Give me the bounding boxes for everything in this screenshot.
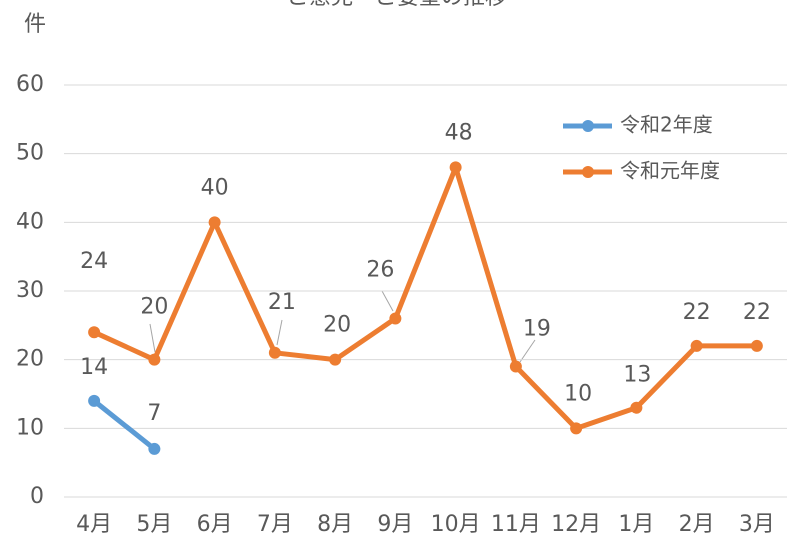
x-tick-label: 2月 bbox=[679, 512, 715, 537]
y-tick-label: 30 bbox=[16, 278, 44, 303]
data-point bbox=[570, 422, 583, 435]
x-tick-label: 6月 bbox=[197, 512, 233, 537]
data-label: 10 bbox=[564, 381, 592, 406]
y-tick-label: 10 bbox=[16, 415, 44, 440]
data-label: 24 bbox=[80, 249, 108, 274]
x-tick-label: 8月 bbox=[317, 512, 353, 537]
data-label: 7 bbox=[147, 401, 161, 426]
leader-line bbox=[276, 319, 283, 346]
data-point bbox=[148, 442, 161, 455]
leader-line bbox=[519, 339, 536, 363]
data-point bbox=[148, 353, 161, 366]
legend-label: 令和元年度 bbox=[620, 159, 720, 183]
data-point bbox=[88, 394, 101, 407]
chart-title: ご意見・ご要望の推移 bbox=[287, 0, 507, 10]
data-label: 48 bbox=[445, 120, 473, 145]
y-axis-label: 件 bbox=[24, 12, 46, 37]
x-tick-label: 10月 bbox=[431, 512, 481, 537]
leader-line bbox=[381, 290, 394, 312]
x-tick-label: 11月 bbox=[491, 512, 541, 537]
y-tick-label: 50 bbox=[16, 141, 44, 166]
data-point bbox=[750, 339, 763, 352]
series-line bbox=[92, 398, 156, 451]
y-tick-label: 0 bbox=[30, 484, 44, 509]
data-label: 21 bbox=[268, 290, 296, 315]
data-label: 20 bbox=[140, 295, 168, 320]
leader-line bbox=[149, 323, 156, 353]
data-point bbox=[268, 346, 281, 359]
data-label: 20 bbox=[323, 313, 351, 338]
legend-label: 令和2年度 bbox=[620, 113, 713, 137]
data-point bbox=[630, 401, 643, 414]
data-point bbox=[88, 326, 101, 339]
data-point bbox=[329, 353, 342, 366]
x-tick-label: 1月 bbox=[618, 512, 654, 537]
y-tick-label: 40 bbox=[16, 209, 44, 234]
data-point bbox=[389, 312, 402, 325]
data-label: 40 bbox=[201, 175, 229, 200]
series-line bbox=[93, 164, 757, 431]
data-point bbox=[509, 360, 522, 373]
data-label: 14 bbox=[80, 355, 108, 380]
legend-marker bbox=[582, 120, 594, 132]
x-tick-label: 7月 bbox=[257, 512, 293, 537]
y-tick-label: 20 bbox=[16, 347, 44, 372]
data-label: 26 bbox=[366, 257, 394, 282]
x-tick-label: 3月 bbox=[739, 512, 775, 537]
data-label: 22 bbox=[743, 300, 771, 325]
data-label: 13 bbox=[623, 363, 651, 388]
data-point bbox=[449, 161, 462, 174]
x-tick-label: 5月 bbox=[136, 512, 172, 537]
data-label: 22 bbox=[683, 300, 711, 325]
x-tick-label: 4月 bbox=[76, 512, 112, 537]
data-label: 19 bbox=[523, 317, 551, 342]
x-tick-label: 9月 bbox=[377, 512, 413, 537]
data-point bbox=[690, 339, 703, 352]
y-tick-label: 60 bbox=[16, 72, 44, 97]
legend-marker bbox=[582, 166, 594, 178]
data-point bbox=[208, 216, 221, 229]
x-tick-label: 12月 bbox=[551, 512, 601, 537]
